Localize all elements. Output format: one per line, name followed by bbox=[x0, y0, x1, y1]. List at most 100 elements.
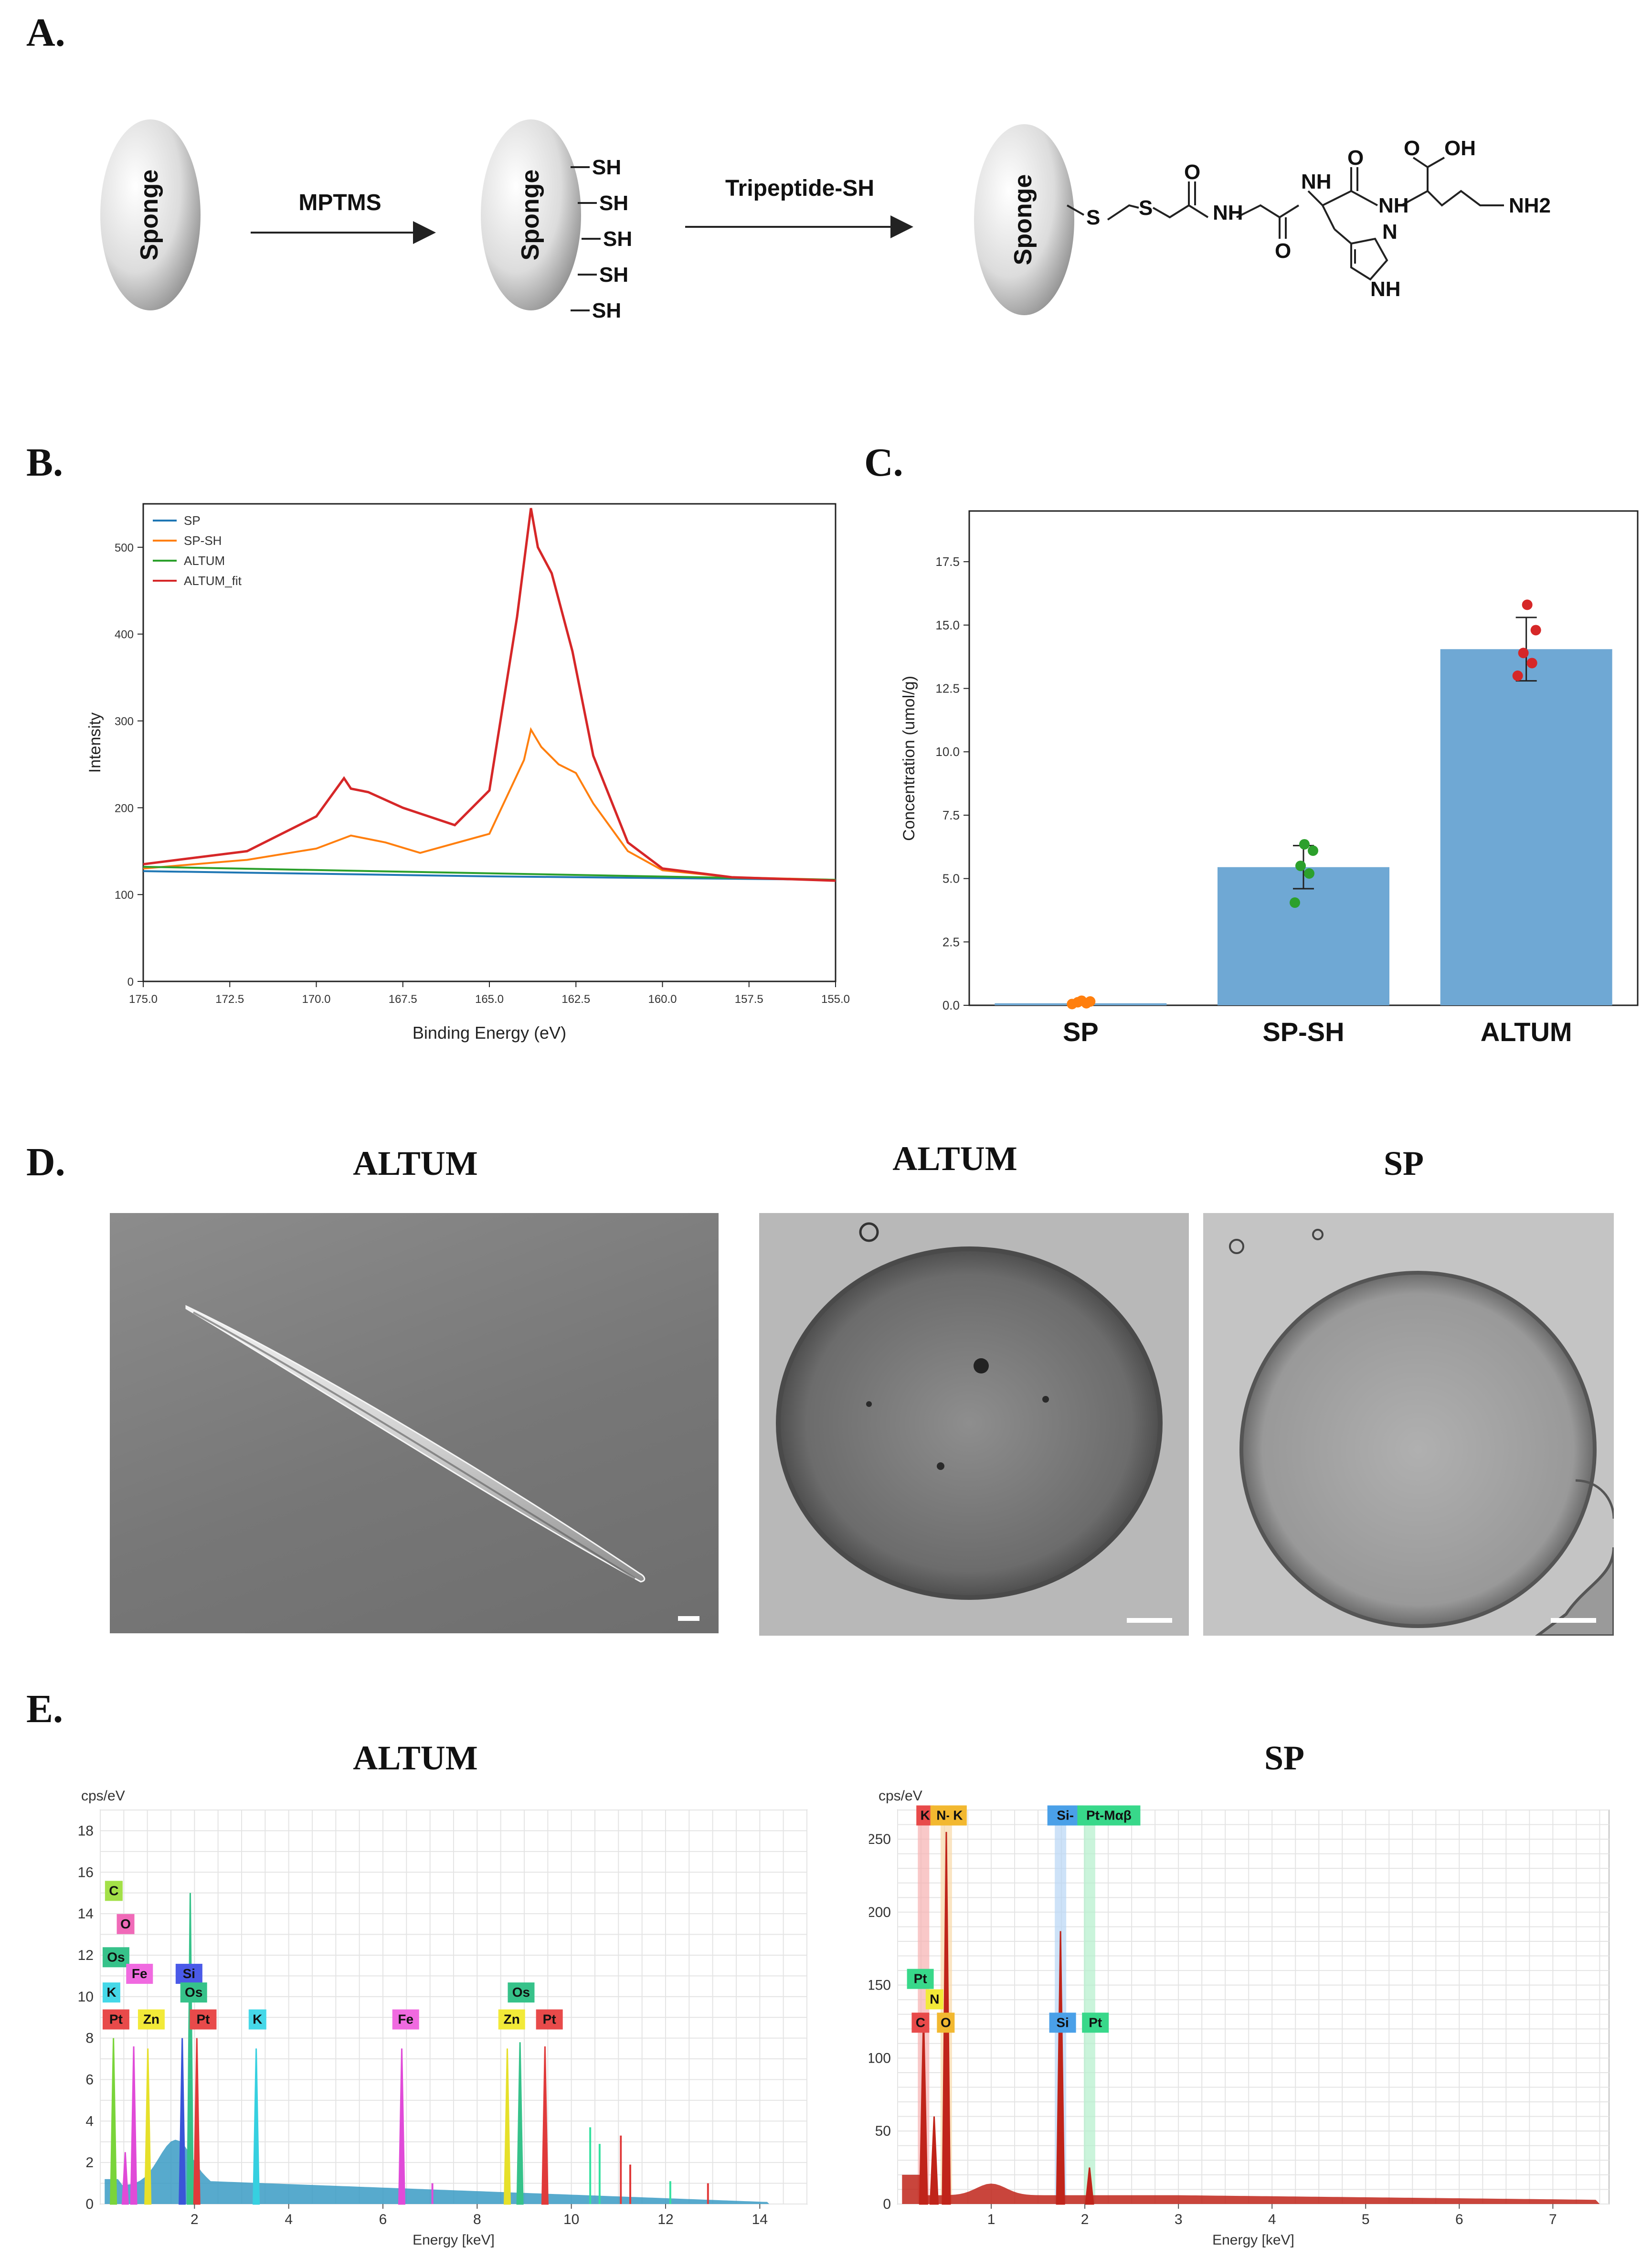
edx-xtick-label: 6 bbox=[379, 2212, 387, 2227]
edx-yunit: cps/eV bbox=[879, 1788, 922, 1804]
panel-label-e: E. bbox=[26, 1687, 64, 1731]
xps-ylabel: Intensity bbox=[86, 713, 104, 773]
edx-xtick-label: 4 bbox=[1268, 2212, 1276, 2227]
panel-label-c: C. bbox=[864, 440, 903, 485]
sem-image-altum bbox=[110, 1213, 719, 1633]
xps-plot-frame bbox=[142, 503, 837, 982]
atom-s1: S bbox=[1086, 206, 1100, 229]
edx-element-tag: N bbox=[930, 1991, 939, 2006]
conc-data-point bbox=[1522, 599, 1533, 610]
edx-element-tag-box bbox=[1077, 1805, 1141, 1826]
thiol-label-3: SH bbox=[603, 227, 632, 251]
conc-ytick-label: 2.5 bbox=[942, 935, 960, 949]
edx-peak-os bbox=[186, 1893, 194, 2205]
conc-ytick-label: 7.5 bbox=[942, 808, 960, 822]
tem-image-altum bbox=[759, 1213, 1189, 1636]
edx-element-tag: K bbox=[253, 2012, 262, 2027]
edx-altum-title: ALTUM bbox=[353, 1739, 478, 1777]
edx-xlabel: Energy [keV] bbox=[1212, 2232, 1294, 2248]
atom-n-imidazole: N bbox=[1382, 220, 1398, 244]
edx-element-tag-box bbox=[190, 2009, 217, 2030]
edx-ytick-label: 16 bbox=[78, 1864, 94, 1880]
sponge-2: Sponge bbox=[481, 119, 581, 310]
edx-ytick-label: 14 bbox=[78, 1906, 94, 1922]
atom-nh1: NH bbox=[1213, 201, 1243, 224]
xps-xtick-label: 167.5 bbox=[389, 993, 417, 1006]
edx-element-tag-box bbox=[907, 1969, 934, 1989]
xps-legend-label: SP-SH bbox=[184, 533, 222, 548]
xps-legend-label: ALTUM_fit bbox=[184, 574, 242, 588]
edx-element-tag: Pt-Mαβ bbox=[1086, 1808, 1132, 1822]
edx-element-tag-box bbox=[102, 1982, 120, 2003]
edx-peak-fe bbox=[398, 2048, 405, 2205]
edx-ytick-label: 8 bbox=[85, 2031, 94, 2046]
edx-element-tag-box bbox=[102, 1947, 129, 1968]
edx-element-tag: Pt bbox=[543, 2012, 556, 2027]
edx-element-tag-box bbox=[180, 1982, 207, 2003]
edx-element-band bbox=[1083, 1810, 1095, 2204]
atom-s2: S bbox=[1139, 196, 1153, 220]
edx-element-tag-box bbox=[248, 2009, 266, 2030]
xps-xtick-label: 160.0 bbox=[648, 993, 677, 1006]
sem-title: ALTUM bbox=[353, 1144, 478, 1182]
edx-element-tag-box bbox=[1082, 2012, 1109, 2033]
atom-o4: O bbox=[1404, 137, 1420, 160]
edx-element-tag: Os bbox=[512, 1985, 530, 2000]
edx-element-tag: K bbox=[921, 1808, 930, 1822]
atom-o1: O bbox=[1184, 160, 1200, 184]
tem-sp-title: SP bbox=[1383, 1144, 1424, 1182]
edx-continuum bbox=[105, 2140, 770, 2204]
edx-xtick-label: 14 bbox=[752, 2212, 768, 2227]
edx-element-tag-box bbox=[937, 2012, 955, 2033]
tem-image-sp bbox=[1203, 1213, 1614, 1636]
edx-element-tag: Fe bbox=[132, 1966, 148, 1981]
atom-nh2-terminal: NH2 bbox=[1509, 194, 1551, 217]
conc-ytick-label: 10.0 bbox=[935, 745, 960, 759]
thiol-groups bbox=[571, 166, 601, 311]
edx-element-tag-box bbox=[498, 2009, 525, 2030]
xps-legend: SP SP-SH ALTUM ALTUM_fit bbox=[153, 513, 242, 588]
conc-ticks: 0.0 2.5 5.0 7.5 10.0 12.5 15.0 17.5 bbox=[935, 554, 969, 1012]
panel-label-a: A. bbox=[26, 11, 65, 55]
conc-category-label: SP bbox=[1063, 1017, 1099, 1047]
edx-ytick-label: 50 bbox=[875, 2123, 891, 2139]
edx-element-tag: Pt bbox=[914, 1971, 927, 1986]
edx-element-tag-box bbox=[911, 2012, 930, 2033]
edx-element-tag: C bbox=[109, 1883, 118, 1898]
edx-element-tag: K bbox=[953, 1808, 963, 1822]
conc-data-point bbox=[1526, 658, 1537, 669]
edx-peak-n bbox=[929, 2116, 939, 2205]
edx-peak-pt bbox=[193, 2038, 201, 2205]
reaction-scheme: Sponge MPTMS Sponge SH SH SH SH SH Tripe… bbox=[100, 119, 1551, 322]
sponge-3-label: Sponge bbox=[1009, 174, 1037, 266]
tem-altum-title: ALTUM bbox=[892, 1139, 1017, 1178]
edx-element-tag: Si bbox=[183, 1966, 195, 1981]
edx-xtick-label: 3 bbox=[1175, 2212, 1183, 2227]
xps-line-sp bbox=[143, 870, 836, 881]
conc-ytick-label: 0.0 bbox=[942, 998, 960, 1012]
conc-data-point bbox=[1085, 996, 1096, 1007]
edx-element-tag-box bbox=[536, 2009, 563, 2030]
edx-ytick-label: 2 bbox=[85, 2155, 94, 2171]
edx-ytick-label: 12 bbox=[78, 1948, 94, 1963]
concentration-chart: 0.0 2.5 5.0 7.5 10.0 12.5 15.0 17.5 SP SP-SH ALTU… bbox=[900, 510, 1639, 1047]
xps-ytick-label: 400 bbox=[115, 628, 134, 641]
conc-ytick-label: 12.5 bbox=[935, 681, 960, 696]
reagent-tripeptide: Tripeptide-SH bbox=[725, 176, 874, 201]
atom-o2: O bbox=[1275, 239, 1291, 263]
conc-bar-sp-sh bbox=[1218, 867, 1389, 1005]
thiol-label-5: SH bbox=[592, 299, 621, 322]
edx-xtick-label: 5 bbox=[1362, 2212, 1370, 2227]
edx-element-tag-box bbox=[925, 1989, 943, 2010]
edx-ytick-label: 150 bbox=[869, 1978, 891, 1993]
sem-needle bbox=[185, 1305, 646, 1583]
edx-xtick-label: 2 bbox=[191, 2212, 199, 2227]
edx-peak-o bbox=[121, 2152, 129, 2205]
edx-xtick-label: 2 bbox=[1081, 2212, 1089, 2227]
conc-ytick-label: 15.0 bbox=[935, 618, 960, 632]
edx-element-tag-box bbox=[102, 2009, 129, 2030]
edx-element-tag: Fe bbox=[398, 2012, 413, 2027]
xps-xtick-label: 175.0 bbox=[129, 993, 158, 1006]
xps-xtick-label: 165.0 bbox=[475, 993, 504, 1006]
